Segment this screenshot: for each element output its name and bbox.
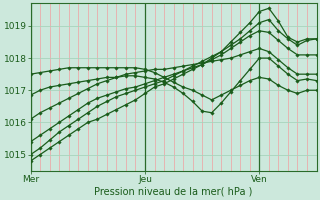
X-axis label: Pression niveau de la mer( hPa ): Pression niveau de la mer( hPa ) bbox=[94, 187, 253, 197]
